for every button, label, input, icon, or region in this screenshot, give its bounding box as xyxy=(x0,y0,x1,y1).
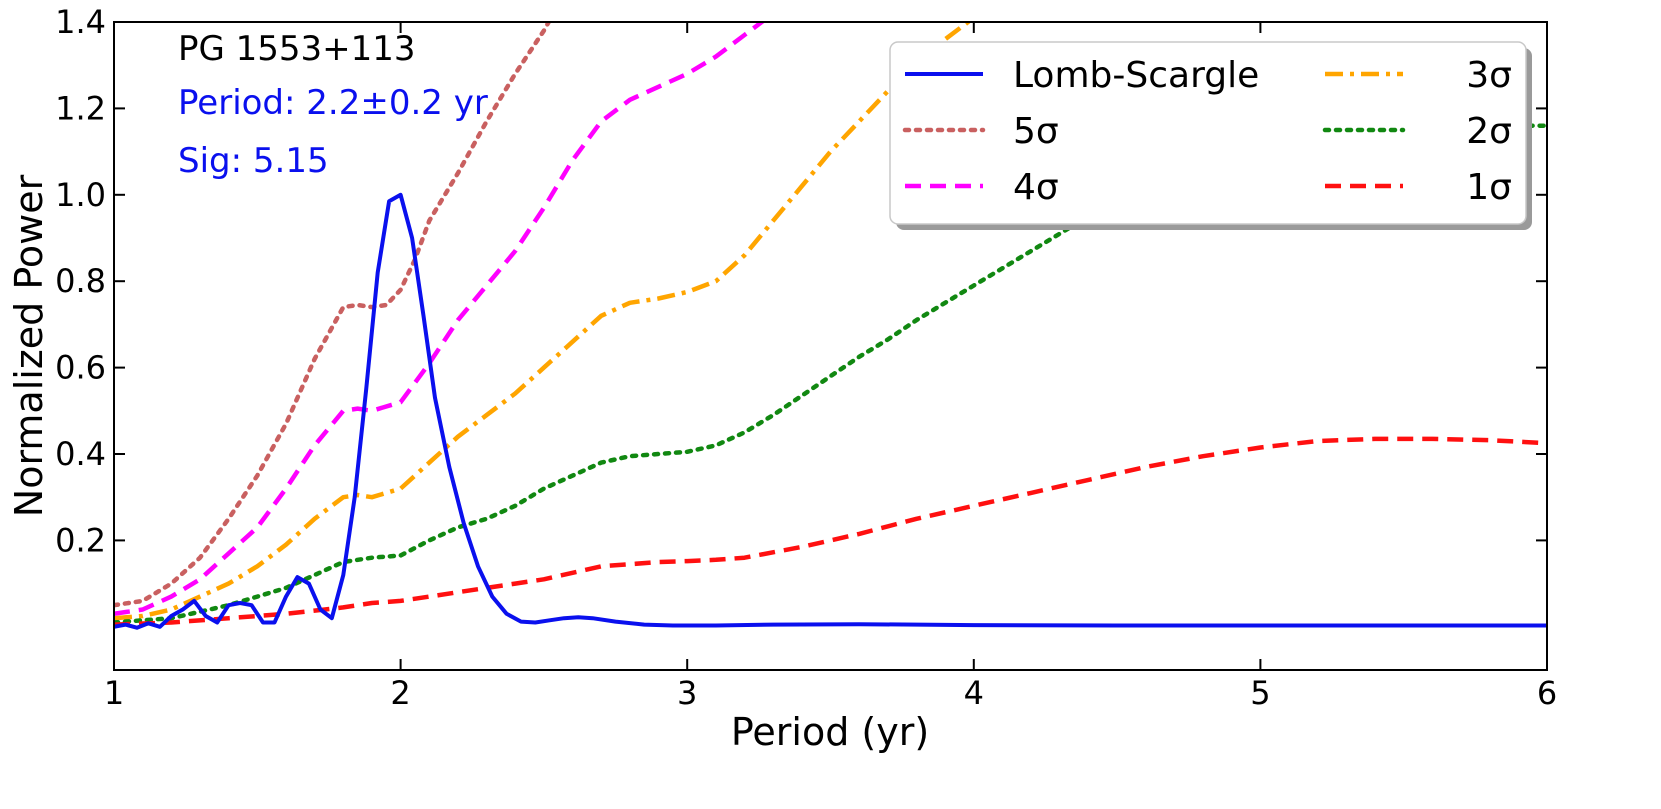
x-tick-label: 2 xyxy=(390,674,410,712)
series-line-1-sigma xyxy=(114,436,1547,627)
legend-label-1-sigma: 1σ xyxy=(1466,167,1512,208)
series-line-5-sigma xyxy=(114,22,552,608)
y-tick-label: 0.8 xyxy=(55,262,106,300)
y-tick-label: 1.4 xyxy=(55,3,106,41)
x-axis-label: Period (yr) xyxy=(731,710,929,754)
x-tick-label: 3 xyxy=(677,674,697,712)
y-tick-label: 0.4 xyxy=(55,435,106,473)
plot-frame xyxy=(113,21,1548,671)
y-axis-label: Normalized Power xyxy=(7,174,51,517)
source-annotation: PG 1553+113 xyxy=(178,29,416,69)
legend-box xyxy=(889,41,1527,225)
significance-annotation: Sig: 5.15 xyxy=(178,141,329,181)
y-tick-label: 1.0 xyxy=(55,176,106,214)
series-line-3-sigma xyxy=(114,22,972,621)
x-tick-label: 5 xyxy=(1250,674,1270,712)
x-tick-label: 6 xyxy=(1537,674,1557,712)
y-tick-label: 1.2 xyxy=(55,89,106,127)
legend: Lomb-Scargle 5σ 4σ 3σ 2σ 1σ xyxy=(889,41,1532,230)
legend-label-5-sigma: 5σ xyxy=(1013,111,1059,152)
legend-label-lomb-scargle: Lomb-Scargle xyxy=(1013,55,1259,96)
period-annotation: Period: 2.2±0.2 yr xyxy=(178,83,488,123)
legend-label-2-sigma: 2σ xyxy=(1466,111,1512,152)
series-line-lomb-scargle xyxy=(114,192,1547,630)
legend-label-3-sigma: 3σ xyxy=(1466,55,1512,96)
y-tick-label: 0.2 xyxy=(55,521,106,559)
x-tick-label: 4 xyxy=(964,674,984,712)
x-tick-label: 1 xyxy=(104,674,124,712)
series-line-4-sigma xyxy=(114,22,766,617)
legend-label-4-sigma: 4σ xyxy=(1013,167,1059,208)
y-tick-label: 0.6 xyxy=(55,349,106,387)
